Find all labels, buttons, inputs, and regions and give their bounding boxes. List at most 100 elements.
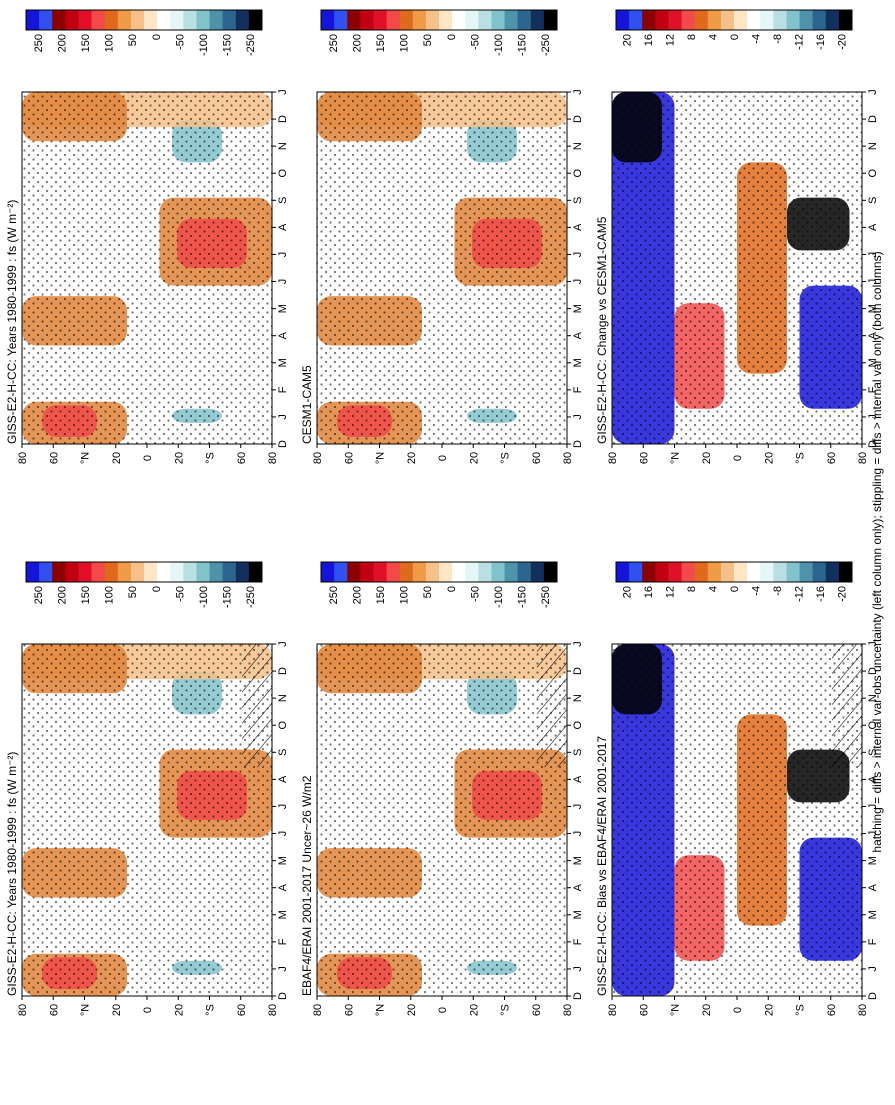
stippling <box>612 644 862 996</box>
latitude-tick-label: 20 <box>468 1004 480 1016</box>
colorbar-swatch <box>707 10 722 30</box>
month-tick-label: J <box>277 831 289 837</box>
colorbar-swatch <box>681 10 696 30</box>
colorbar-swatch <box>170 10 184 30</box>
colorbar-swatch <box>248 562 263 582</box>
colorbar-swatch <box>360 10 374 30</box>
latitude-tick-label: 60 <box>531 1004 543 1016</box>
month-tick-label: M <box>277 856 289 865</box>
colorbar-tick-label: -8 <box>772 34 784 44</box>
latitude-tick-label: 20 <box>173 452 185 464</box>
colorbar-tick-label: 8 <box>686 34 698 40</box>
colorbar-tick-label: -16 <box>815 586 827 602</box>
colorbar-swatch <box>91 562 106 582</box>
month-tick-label: A <box>277 223 289 231</box>
latitude-tick-label: 80 <box>267 1004 279 1016</box>
colorbar-swatch <box>183 562 197 582</box>
panel-title: CESM1-CAM5 <box>300 365 314 444</box>
colorbar-tick-label: 50 <box>422 586 434 598</box>
colorbar-tick-label: 50 <box>127 586 139 598</box>
colorbar-tick-label: 100 <box>399 34 411 52</box>
latitude-tick-label: 0 <box>732 1007 744 1013</box>
colorbar-tick-label: 0 <box>446 34 458 40</box>
heatmap-field <box>317 92 567 444</box>
colorbar-tick-label: -4 <box>750 586 762 596</box>
colorbar-swatch <box>760 10 774 30</box>
colorbar-tick-label: 200 <box>351 34 363 52</box>
colorbar-tick-label: -150 <box>222 34 234 56</box>
colorbar-tick-label: 16 <box>643 586 655 598</box>
latitude-tick-label: 20 <box>468 452 480 464</box>
colorbar-swatch <box>694 10 709 30</box>
colorbar-swatch <box>465 10 479 30</box>
colorbar-swatch <box>117 562 132 582</box>
month-tick-label: M <box>572 304 584 313</box>
month-tick-label: D <box>867 440 879 448</box>
colorbar-swatch <box>373 10 388 30</box>
colorbar-swatch <box>144 10 158 30</box>
colorbar-swatch <box>235 562 250 582</box>
month-tick-label: N <box>572 142 584 150</box>
colorbar-tick-label: -8 <box>772 586 784 596</box>
latitude-tick-label: 0 <box>437 455 449 461</box>
month-tick-label: O <box>572 721 584 730</box>
latitude-tick-label: 60 <box>638 452 650 464</box>
colorbar-swatch <box>812 10 827 30</box>
colorbar-tick-label: -100 <box>198 34 210 56</box>
colorbar-tick-label: 250 <box>33 34 45 52</box>
latitude-tick-label: 80 <box>267 452 279 464</box>
colorbar-swatch <box>26 562 40 582</box>
month-tick-label: S <box>277 749 289 756</box>
latitude-tick-label: 20 <box>701 1004 713 1016</box>
colorbar-swatch <box>655 10 669 30</box>
month-tick-label: D <box>277 992 289 1000</box>
colorbar-swatch <box>707 562 722 582</box>
colorbar-tick-label: 4 <box>708 586 720 592</box>
colorbar-swatch <box>642 562 656 582</box>
colorbar-tick-label: 250 <box>328 34 340 52</box>
colorbar-swatch <box>786 10 801 30</box>
heatmap-field <box>612 644 862 996</box>
colorbar-swatch <box>65 10 79 30</box>
colorbar-swatch <box>734 562 748 582</box>
colorbar-swatch <box>452 562 466 582</box>
latitude-tick-label: 80 <box>857 1004 869 1016</box>
month-tick-label: J <box>277 641 289 647</box>
month-tick-label: D <box>867 667 879 675</box>
month-tick-label: S <box>867 197 879 204</box>
colorbar-swatch <box>334 562 348 582</box>
month-tick-label: A <box>277 775 289 783</box>
colorbar-tick-label: 0 <box>151 34 163 40</box>
colorbar-swatch <box>439 562 453 582</box>
colorbar-swatch <box>504 562 519 582</box>
latitude-tick-label: 80 <box>312 1004 324 1016</box>
month-tick-label: M <box>867 856 879 865</box>
heatmap-field <box>22 644 272 996</box>
month-tick-label: J <box>277 414 289 420</box>
colorbar-swatch <box>235 10 250 30</box>
colorbar-tick-label: -50 <box>174 34 186 50</box>
colorbar-swatch <box>629 10 643 30</box>
latitude-tick-label: 80 <box>312 452 324 464</box>
colorbar-swatch <box>360 562 374 582</box>
colorbar-swatch <box>65 562 79 582</box>
month-tick-label: A <box>277 883 289 891</box>
month-tick-label: N <box>572 694 584 702</box>
month-tick-label: M <box>572 910 584 919</box>
colorbar-swatch <box>347 562 361 582</box>
month-tick-label: J <box>867 831 879 837</box>
month-tick-label: O <box>867 721 879 730</box>
colorbar-swatch <box>616 562 630 582</box>
colorbar-tick-label: 100 <box>399 586 411 604</box>
month-tick-label: J <box>867 279 879 285</box>
panel-title: GISS-E2-H-CC: Years 1980-1999 : fs (W m⁻… <box>5 752 19 996</box>
latitude-tick-label: 60 <box>343 452 355 464</box>
colorbar-swatch <box>747 10 761 30</box>
colorbar-swatch <box>543 10 558 30</box>
month-tick-label: M <box>277 358 289 367</box>
colorbar-swatch <box>629 562 643 582</box>
colorbar-swatch <box>760 562 774 582</box>
month-tick-label: M <box>867 910 879 919</box>
